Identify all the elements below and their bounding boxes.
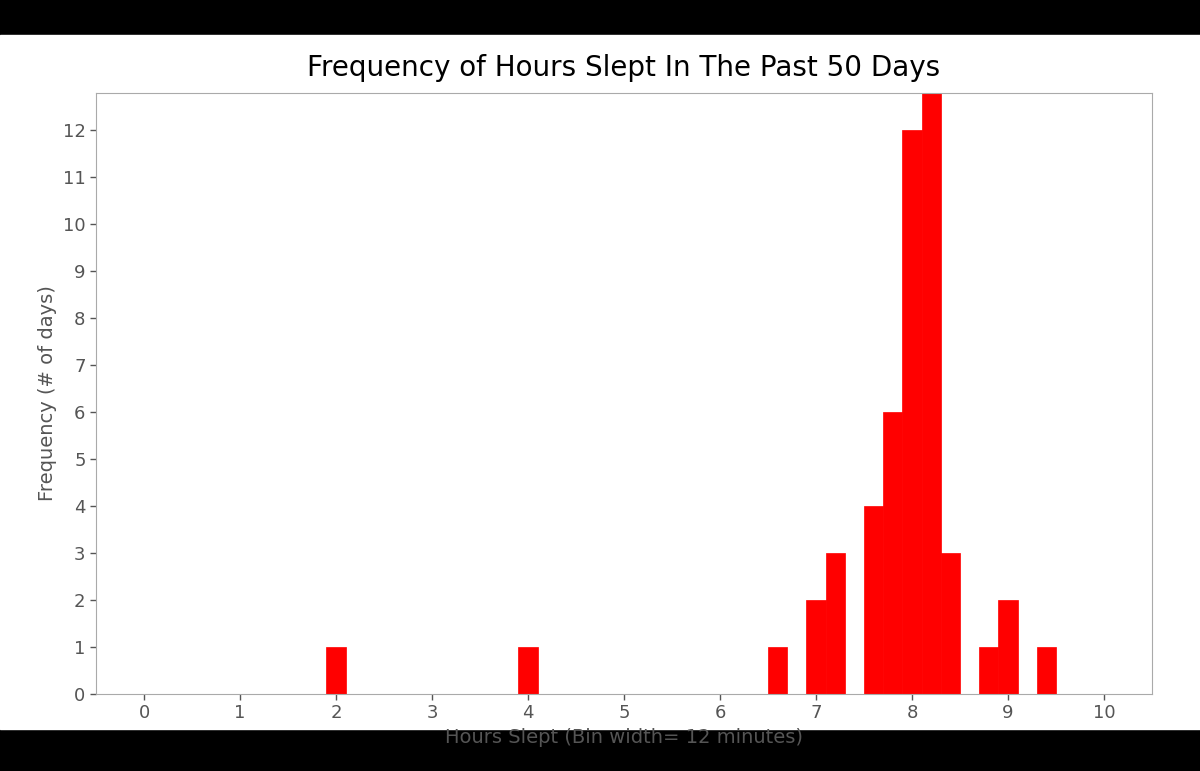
Bar	[864, 506, 883, 694]
Bar	[806, 600, 826, 694]
Bar	[883, 412, 902, 694]
Bar	[922, 83, 941, 694]
Bar	[518, 647, 538, 694]
Bar	[941, 553, 960, 694]
X-axis label: Hours Slept (Bin width= 12 minutes): Hours Slept (Bin width= 12 minutes)	[445, 728, 803, 747]
Bar	[979, 647, 998, 694]
Bar	[998, 600, 1018, 694]
Bar	[826, 553, 845, 694]
Bar	[768, 647, 787, 694]
Bar	[902, 130, 922, 694]
Y-axis label: Frequency (# of days): Frequency (# of days)	[38, 285, 58, 501]
Bar	[1037, 647, 1056, 694]
Title: Frequency of Hours Slept In The Past 50 Days: Frequency of Hours Slept In The Past 50 …	[307, 54, 941, 82]
Bar	[326, 647, 346, 694]
